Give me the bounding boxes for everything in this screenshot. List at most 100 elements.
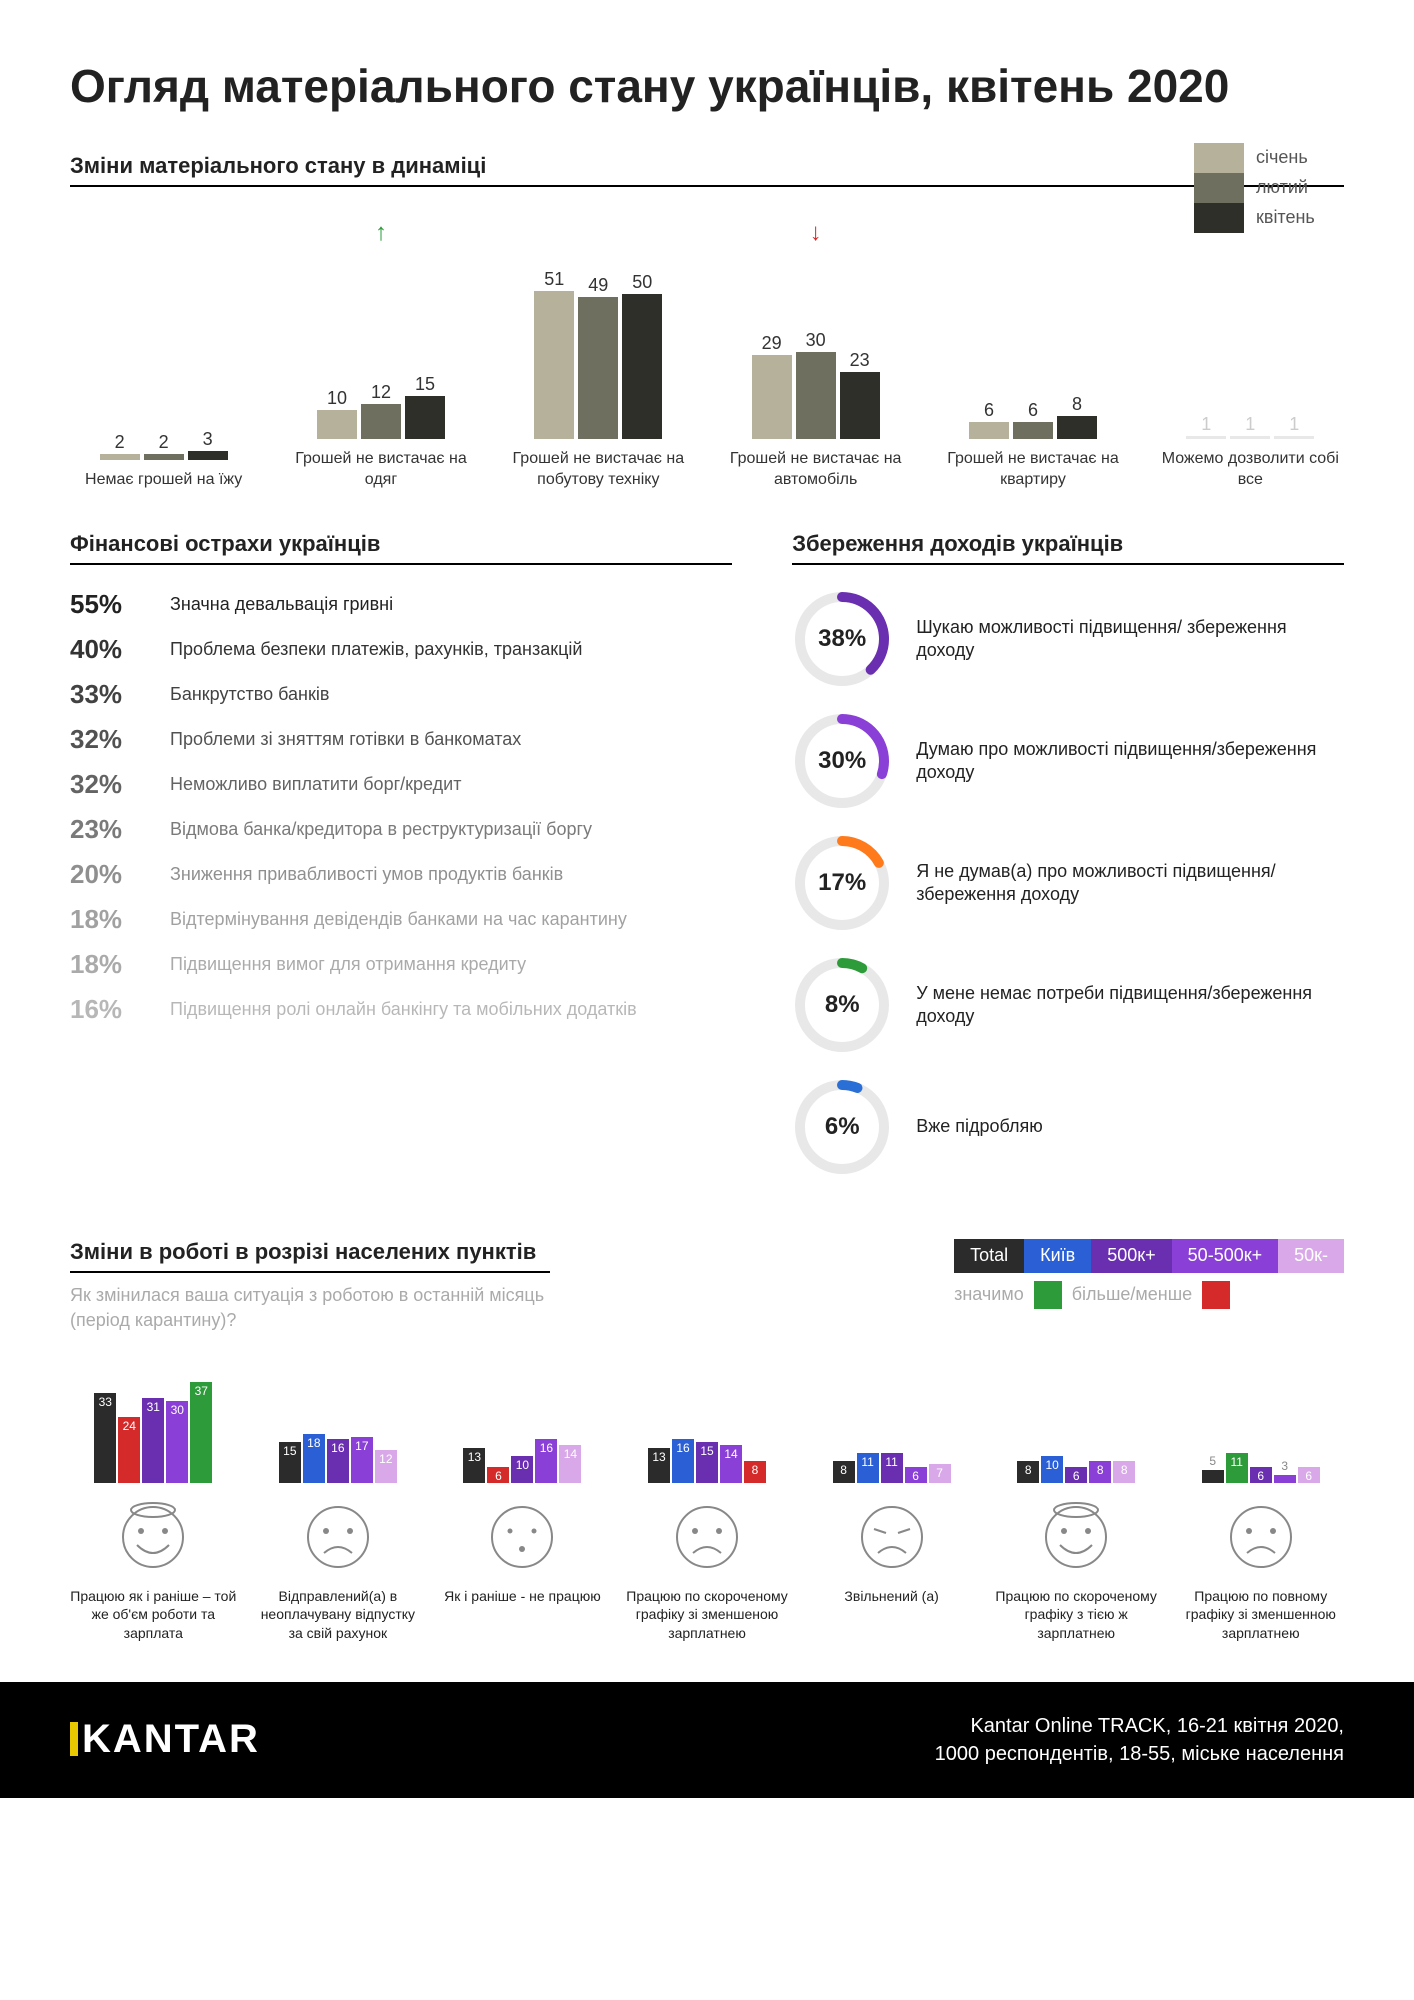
section1-heading: Зміни матеріального стану в динаміці [70, 153, 1344, 187]
sig-less-icon [1202, 1281, 1230, 1309]
work-heading: Зміни в роботі в розрізі населених пункт… [70, 1239, 550, 1273]
bar: 8 [833, 1461, 855, 1483]
bar: 11 [1226, 1453, 1248, 1483]
legend-item: квітень [1194, 203, 1344, 233]
fear-item: 55% Значна девальвація гривні [70, 589, 732, 620]
work-group: 15 18 16 17 12 Відправлений(а) в неоплач… [255, 1363, 422, 1642]
bar: 13 [648, 1448, 670, 1484]
bar: 17 [351, 1437, 373, 1484]
bar: 14 [720, 1445, 742, 1484]
legend-item: січень [1194, 143, 1344, 173]
bar: 33 [94, 1393, 116, 1484]
face-sad-icon [1221, 1497, 1301, 1577]
bar: 8 [1017, 1461, 1039, 1483]
bar: 7 [929, 1464, 951, 1483]
work-group: 33 24 31 30 37 Працюю як і раніше – той … [70, 1363, 237, 1642]
bar: 13 [463, 1448, 485, 1484]
legend-chip: 500к+ [1091, 1239, 1171, 1273]
bar-group: 1 1 1 Можемо дозволити собі все [1157, 259, 1344, 491]
bar: 6 [1013, 422, 1053, 439]
sig-more-icon [1034, 1281, 1062, 1309]
bar: 6 [1298, 1467, 1320, 1484]
bar: 15 [405, 396, 445, 440]
face-happy-wide-icon [113, 1497, 193, 1577]
savings-item: 8% У мене немає потреби підвищення/збере… [792, 955, 1344, 1055]
savings-item: 38% Шукаю можливості підвищення/ збереже… [792, 589, 1344, 689]
bar: 15 [279, 1442, 301, 1483]
bar: 2 [144, 454, 184, 460]
bar: 16 [535, 1439, 557, 1483]
bar: 8 [1113, 1461, 1135, 1483]
fear-item: 32% Неможливо виплатити борг/кредит [70, 769, 732, 800]
savings-item: 17% Я не думав(а) про можливості підвище… [792, 833, 1344, 933]
fear-item: 16% Підвищення ролі онлайн банкінгу та м… [70, 994, 732, 1025]
face-sad-icon [298, 1497, 378, 1577]
bar-group: 6 6 8 Грошей не вистачає на квартиру [939, 259, 1126, 491]
legend-chip: Київ [1024, 1239, 1091, 1273]
bar: 8 [1057, 416, 1097, 439]
fear-item: 18% Відтермінування девідендів банками н… [70, 904, 732, 935]
bar: 3 [188, 451, 228, 460]
donut-chart: 38% [792, 589, 892, 689]
bar: 11 [857, 1453, 879, 1483]
fear-item: 20% Зниження привабливості умов продукті… [70, 859, 732, 890]
bar: 15 [696, 1442, 718, 1483]
bar: 31 [142, 1398, 164, 1483]
legend-cities: TotalКиїв500к+50-500к+50к- значимо більш… [954, 1239, 1344, 1309]
page-title: Огляд матеріального стану українців, кві… [70, 60, 1344, 113]
bar: 16 [672, 1439, 694, 1483]
savings-item: 6% Вже підробляю [792, 1077, 1344, 1177]
footer: KANTAR Kantar Online TRACK, 16-21 квітня… [0, 1682, 1414, 1798]
face-angry-icon [852, 1497, 932, 1577]
bar-group: 2 2 3 Немає грошей на їжу [70, 280, 257, 491]
bar: 6 [969, 422, 1009, 439]
bar: 49 [578, 297, 618, 440]
donut-chart: 30% [792, 711, 892, 811]
fear-item: 32% Проблеми зі зняттям готівки в банком… [70, 724, 732, 755]
bar: 11 [881, 1453, 903, 1483]
work-group: 13 6 10 16 14 Як і раніше - не працюю [439, 1363, 606, 1605]
work-group: 13 16 15 14 8 Працюю по скороченому граф… [624, 1363, 791, 1642]
fears-heading: Фінансові острахи українців [70, 531, 732, 565]
source-text: Kantar Online TRACK, 16-21 квітня 2020, … [935, 1712, 1344, 1768]
donut-chart: 8% [792, 955, 892, 1055]
bar: 30 [796, 352, 836, 439]
donut-chart: 17% [792, 833, 892, 933]
legend-chip: 50-500к+ [1172, 1239, 1278, 1273]
bar: 12 [361, 404, 401, 439]
bar: 2 [100, 454, 140, 460]
work-group: 8 11 11 6 7 Звільнений (а) [808, 1363, 975, 1605]
arrow-down-icon: ↓ [810, 219, 822, 247]
bar: 10 [1041, 1456, 1063, 1484]
fear-item: 18% Підвищення вимог для отримання креди… [70, 949, 732, 980]
bar: 30 [166, 1401, 188, 1484]
arrow-up-icon: ↑ [375, 219, 387, 247]
bar: 10 [317, 410, 357, 439]
section-dynamics: Зміни матеріального стану в динаміці січ… [70, 153, 1344, 491]
bar: 18 [303, 1434, 325, 1484]
legend-months: січень лютий квітень [1194, 143, 1344, 233]
bar: 6 [1065, 1467, 1087, 1484]
legend-chip: Total [954, 1239, 1024, 1273]
bar: 51 [534, 291, 574, 439]
bar: 37 [190, 1382, 212, 1484]
bar: 6 [1250, 1467, 1272, 1484]
fear-item: 33% Банкрутство банків [70, 679, 732, 710]
section-savings: Збереження доходів українців 38% Шукаю м… [792, 531, 1344, 1199]
savings-item: 30% Думаю про можливості підвищення/збер… [792, 711, 1344, 811]
bar: 3 [1274, 1475, 1296, 1483]
bar: 1 [1230, 436, 1270, 439]
kantar-logo: KANTAR [70, 1717, 260, 1762]
section-work: Зміни в роботі в розрізі населених пункт… [70, 1239, 1344, 1642]
bar-group: ↑ 10 12 15 Грошей не вистачає на одяг [287, 259, 474, 491]
bar: 1 [1186, 436, 1226, 439]
fear-item: 40% Проблема безпеки платежів, рахунків,… [70, 634, 732, 665]
section-fears: Фінансові острахи українців 55% Значна д… [70, 531, 732, 1199]
legend-item: лютий [1194, 173, 1344, 203]
work-group: 5 11 6 3 6 Працюю по повному графіку зі … [1177, 1363, 1344, 1642]
face-happy-wide-icon [1036, 1497, 1116, 1577]
face-sad-icon [667, 1497, 747, 1577]
donut-chart: 6% [792, 1077, 892, 1177]
bar: 50 [622, 294, 662, 439]
bar: 6 [487, 1467, 509, 1484]
